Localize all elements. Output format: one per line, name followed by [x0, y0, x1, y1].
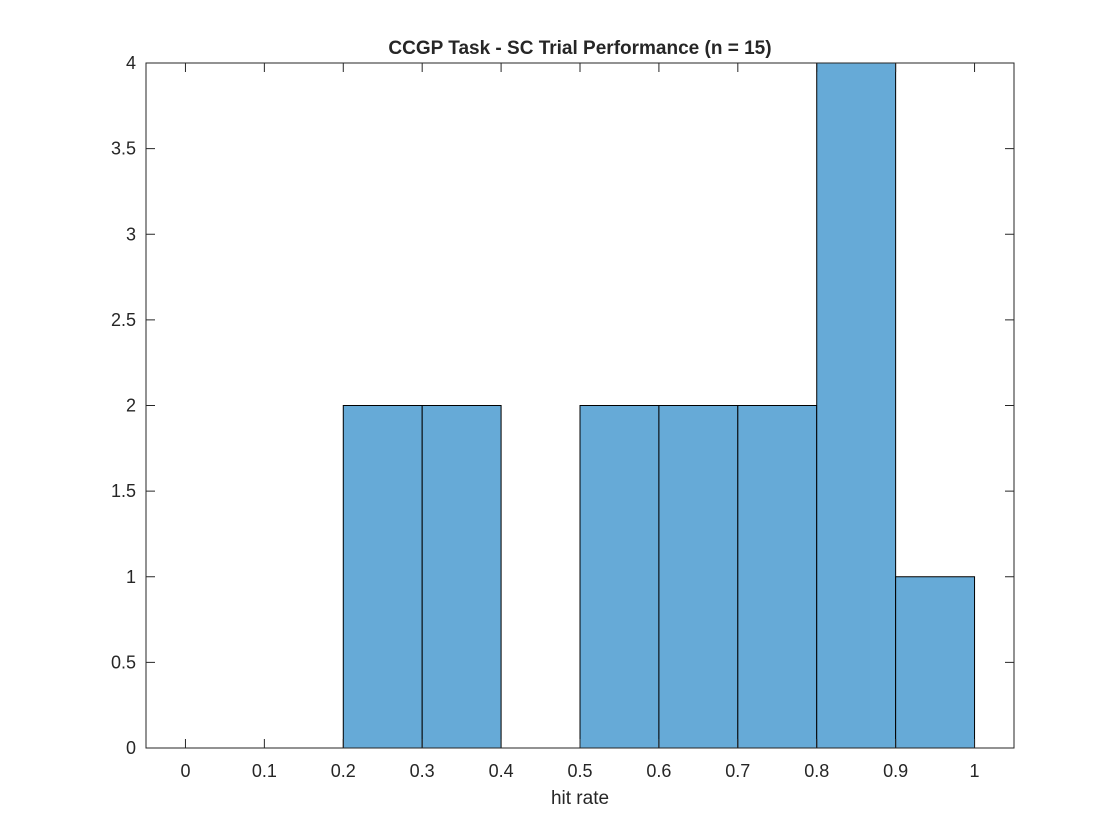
y-tick-label: 0.5 [111, 652, 136, 672]
y-tick-label: 1 [126, 567, 136, 587]
y-tick-label: 3 [126, 224, 136, 244]
y-tick-label: 2 [126, 396, 136, 416]
x-tick-label: 0.4 [489, 761, 514, 781]
y-tick-label: 1.5 [111, 481, 136, 501]
histogram-bar [895, 576, 976, 749]
histogram-bar [816, 62, 897, 749]
x-tick-label: 0.2 [331, 761, 356, 781]
histogram-bar [579, 405, 660, 749]
y-tick-label: 2.5 [111, 310, 136, 330]
x-tick-label: 0.1 [252, 761, 277, 781]
histogram-bar [737, 405, 818, 749]
x-tick-labels: 0 0.1 0.2 0.3 0.4 0.5 0.6 0.7 0.8 0.9 1 [180, 761, 979, 781]
y-tick-label: 3.5 [111, 139, 136, 159]
histogram-bars [342, 62, 976, 749]
x-tick-label: 0.3 [410, 761, 435, 781]
y-tick-label: 0 [126, 738, 136, 758]
y-tick-label: 4 [126, 53, 136, 73]
x-tick-label: 0.9 [883, 761, 908, 781]
x-tick-label: 0.6 [646, 761, 671, 781]
histogram-bar [658, 405, 739, 749]
x-tick-label: 1 [970, 761, 980, 781]
axes-box [145, 62, 1015, 749]
x-axis-label: hit rate [551, 788, 609, 809]
y-tick-labels: 0 0.5 1 1.5 2 2.5 3 3.5 4 [111, 53, 136, 758]
histogram-bar [342, 405, 423, 749]
histogram-bar [421, 405, 502, 749]
chart-title: CCGP Task - SC Trial Performance (n = 15… [388, 38, 771, 59]
x-tick-label: 0.7 [725, 761, 750, 781]
x-tick-label: 0.5 [567, 761, 592, 781]
x-tick-label: 0.8 [804, 761, 829, 781]
x-tick-label: 0 [180, 761, 190, 781]
